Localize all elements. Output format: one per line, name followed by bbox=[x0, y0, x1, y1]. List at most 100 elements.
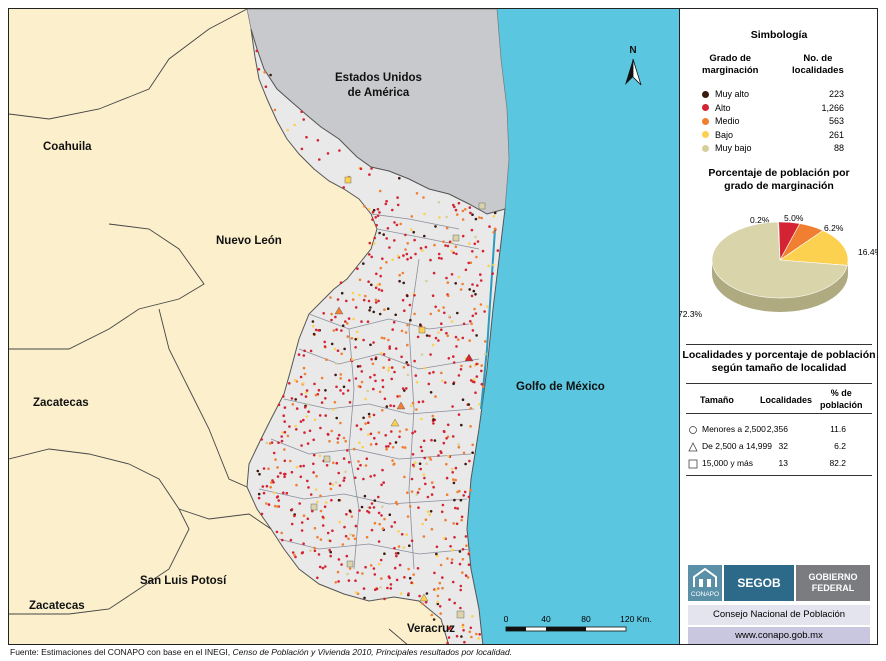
legend-label: Bajo bbox=[715, 129, 734, 140]
label-san-luis-potosi: San Luis Potosí bbox=[140, 575, 227, 587]
pie-title: Porcentaje de población por grado de mar… bbox=[708, 167, 850, 192]
gobierno-federal-logo: Gobierno Federal bbox=[796, 565, 870, 601]
size-table-header-localidades: Localidades bbox=[760, 395, 813, 405]
size-table-header-tamano: Tamaño bbox=[700, 395, 734, 405]
locality-triangle bbox=[334, 306, 344, 315]
triangle-icon bbox=[688, 442, 698, 452]
pie-label: 16.4% bbox=[858, 247, 878, 257]
size-label: Menores a 2,500 bbox=[702, 424, 766, 434]
locality-square bbox=[323, 455, 331, 463]
locality-triangle bbox=[419, 593, 429, 602]
footer-prefix: Fuente: Estimaciones del CONAPO con base… bbox=[10, 647, 233, 657]
pie-label: 6.2% bbox=[824, 223, 844, 233]
legend-col-grado: Grado de marginación bbox=[702, 53, 759, 76]
legend-title: Simbología bbox=[750, 29, 808, 41]
locality-triangle bbox=[396, 401, 406, 410]
source-footer: Fuente: Estimaciones del CONAPO con base… bbox=[10, 647, 512, 657]
legend-label: Medio bbox=[715, 116, 740, 126]
thematic-map: N 0 40 80 120 Km. bbox=[9, 9, 679, 644]
size-pct: 82.2 bbox=[829, 458, 846, 468]
legend-value: 563 bbox=[828, 116, 844, 126]
consejo-label: Consejo Nacional de Población bbox=[688, 605, 870, 625]
legend-value: 261 bbox=[828, 129, 844, 140]
legend-value: 223 bbox=[828, 89, 844, 99]
conapo-logo: CONAPO bbox=[688, 565, 722, 601]
pie-side bbox=[712, 260, 848, 312]
size-table-header-pct: % de población bbox=[820, 388, 863, 410]
north-label: N bbox=[629, 45, 636, 56]
label-zacatecas-lower: Zacatecas bbox=[29, 600, 85, 612]
divider bbox=[686, 475, 872, 476]
locality-dots bbox=[255, 49, 500, 644]
legend-label: Alto bbox=[715, 102, 731, 113]
legend-swatch bbox=[702, 104, 709, 111]
legend-swatch bbox=[702, 117, 709, 125]
locality-square bbox=[310, 503, 318, 511]
legend-label: Muy alto bbox=[715, 89, 750, 99]
locality-symbols bbox=[310, 176, 486, 619]
legend-value: 1,266 bbox=[821, 102, 844, 113]
size-label: De 2,500 a 14,999 bbox=[702, 441, 772, 451]
divider bbox=[686, 344, 872, 345]
square-icon bbox=[688, 459, 698, 469]
label-veracruz: Veracruz bbox=[407, 623, 455, 635]
divider bbox=[686, 383, 872, 384]
pie-label: 72.3% bbox=[680, 309, 703, 319]
conapo-label: CONAPO bbox=[690, 591, 720, 598]
scale-bar bbox=[505, 626, 627, 632]
locality-square bbox=[346, 560, 354, 568]
size-localidades: 2,356 bbox=[766, 424, 788, 434]
legend-value: 88 bbox=[833, 143, 844, 153]
legend-row: Muy bajo bbox=[702, 143, 752, 153]
locality-square bbox=[344, 176, 352, 184]
segob-logo: SEGOB bbox=[724, 565, 794, 601]
size-label: 15,000 y más bbox=[702, 458, 754, 468]
label-zacatecas-upper: Zacatecas bbox=[33, 397, 89, 409]
label-usa: Estados Unidos de América bbox=[335, 72, 422, 99]
locality-square bbox=[478, 202, 486, 210]
legend-panel: Simbología Grado de marginación No. de l… bbox=[679, 9, 878, 644]
legend-swatch bbox=[702, 144, 709, 152]
size-table-title: Localidades y porcentaje de población se… bbox=[682, 349, 876, 374]
locality-square bbox=[456, 610, 465, 619]
coastal-lagoon bbox=[480, 228, 496, 410]
pie-chart: 0.2% 5.0% 6.2% 16.4% 72.3% bbox=[680, 213, 878, 319]
pie-slice bbox=[711, 221, 848, 299]
legend-row: Muy alto bbox=[702, 89, 749, 99]
legend-swatch bbox=[702, 90, 709, 98]
logo-block: CONAPO SEGOB Gobierno Federal Consejo Na… bbox=[688, 565, 870, 644]
circle-icon bbox=[689, 426, 697, 434]
scale-tick-120: 120 Km. bbox=[620, 614, 652, 624]
size-pct: 11.6 bbox=[830, 424, 846, 434]
scale-tick-80: 80 bbox=[581, 614, 591, 624]
divider bbox=[686, 413, 872, 414]
pie-label: 5.0% bbox=[784, 213, 804, 223]
size-pct: 6.2 bbox=[834, 441, 846, 451]
label-golfo-de-mexico: Golfo de México bbox=[516, 381, 605, 393]
label-nuevo-leon: Nuevo León bbox=[216, 235, 282, 247]
scale-tick-40: 40 bbox=[541, 614, 551, 624]
scale-tick-0: 0 bbox=[504, 614, 509, 624]
website-label: www.conapo.gob.mx bbox=[688, 627, 870, 644]
tamaulipas-state bbox=[246, 28, 506, 644]
pie-slice bbox=[779, 230, 849, 266]
legend-row: Medio bbox=[702, 116, 740, 126]
locality-triangle bbox=[464, 353, 474, 362]
legend-label: Muy bajo bbox=[715, 143, 752, 153]
legend-col-localidades: No. de localidades bbox=[792, 53, 844, 76]
locality-triangle bbox=[390, 418, 400, 427]
legend-row: Alto bbox=[702, 103, 731, 113]
state-borders bbox=[9, 9, 408, 644]
legend-row: Bajo bbox=[702, 130, 733, 140]
map-frame: N 0 40 80 120 Km. Estados Unidos de Amér… bbox=[8, 8, 878, 645]
size-localidades: 32 bbox=[778, 441, 788, 451]
size-localidades: 13 bbox=[778, 458, 788, 468]
gulf-of-mexico bbox=[467, 9, 679, 644]
label-coahuila: Coahuila bbox=[43, 141, 92, 153]
north-arrow bbox=[625, 58, 642, 86]
family-icon bbox=[693, 567, 717, 587]
legend-swatch bbox=[702, 131, 709, 138]
locality-square bbox=[452, 234, 460, 242]
pie-label: 0.2% bbox=[750, 215, 770, 225]
footer-italic: Censo de Población y Vivienda 2010, Prin… bbox=[232, 647, 513, 657]
